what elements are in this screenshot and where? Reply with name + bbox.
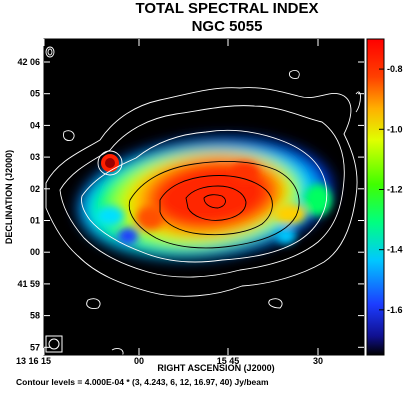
x-axis-label: RIGHT ASCENSION (J2000) (157, 363, 274, 373)
colorbar-tick-label: -1.2 (387, 184, 403, 194)
colorbar-tick-label: -1.0 (387, 124, 403, 134)
y-tick-label: 01 (30, 216, 40, 226)
y-axis-label: DECLINATION (J2000) (4, 150, 14, 244)
spectral-index-map (77, 136, 333, 260)
x-tick-label: 13 16 15 (16, 356, 51, 366)
y-tick-label: 04 (30, 120, 40, 130)
colorbar-tick-label: -1.6 (387, 305, 403, 315)
y-tick-label: 03 (30, 152, 40, 162)
colorbar-tick-label: -1.4 (387, 245, 403, 255)
y-tick-label: 42 06 (17, 57, 40, 67)
chart-title: TOTAL SPECTRAL INDEX (135, 0, 318, 17)
chart-subtitle: NGC 5055 (192, 18, 263, 35)
plot-frame (43, 38, 365, 356)
x-tick-label: 30 (313, 356, 323, 366)
y-tick-label: 58 (30, 311, 40, 321)
y-tick-label: 57 (30, 342, 40, 352)
y-tick-label: 41 59 (17, 279, 40, 289)
colorbar-tick-label: -0.8 (387, 64, 403, 74)
y-tick-label: 02 (30, 184, 40, 194)
colorbar (366, 38, 385, 356)
y-tick-label: 00 (30, 247, 40, 257)
x-axis: 13 16 15 00 15 45 30 (16, 39, 323, 366)
contours-outer (45, 46, 361, 355)
y-axis: 42 06 05 04 03 02 01 00 41 59 58 57 (17, 57, 364, 352)
x-tick-label: 15 45 (217, 356, 240, 366)
contour-levels-note: Contour levels = 4.000E-04 * (3, 4.243, … (16, 377, 269, 387)
x-tick-label: 00 (134, 356, 144, 366)
contours-inner (128, 161, 300, 249)
colorbar-ticks: -0.8 -1.0 -1.2 -1.4 -1.6 (379, 64, 403, 315)
y-tick-label: 05 (30, 89, 40, 99)
beam-symbol (45, 335, 63, 353)
